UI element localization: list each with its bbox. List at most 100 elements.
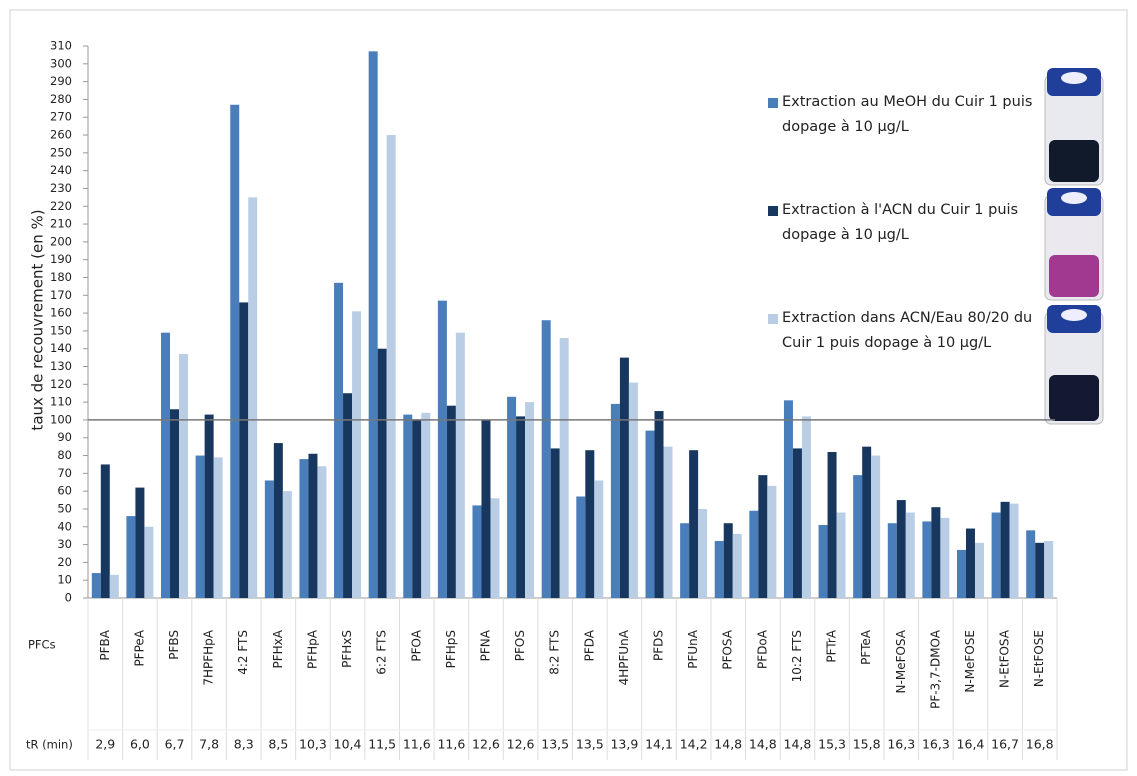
- y-tick-label: 190: [50, 252, 72, 266]
- bar: [213, 457, 223, 598]
- bar: [377, 348, 387, 598]
- retention-time: 11,6: [437, 737, 465, 752]
- x-tick-label: N-EtFOSE: [1032, 630, 1046, 687]
- x-tick-label: 4:2 FTS: [236, 630, 250, 675]
- bar: [689, 450, 699, 598]
- bar: [299, 459, 309, 598]
- bar: [109, 574, 119, 598]
- bar: [525, 402, 535, 598]
- bar: [732, 533, 742, 598]
- bar: [282, 491, 292, 598]
- bar: [343, 393, 353, 598]
- bar: [352, 311, 362, 598]
- retention-time: 12,6: [472, 737, 500, 752]
- retention-time: 8,3: [234, 737, 254, 752]
- retention-time: 6,7: [165, 737, 185, 752]
- x-tick-label: 10:2 FTS: [790, 630, 804, 682]
- y-tick-label: 0: [65, 591, 72, 605]
- vial: [1044, 305, 1104, 425]
- y-tick-label: 160: [50, 306, 72, 320]
- retention-time: 16,3: [887, 737, 915, 752]
- x-tick-label: PFHpS: [444, 630, 458, 668]
- bar: [403, 414, 413, 598]
- bar: [723, 523, 733, 598]
- legend-swatch: [768, 98, 778, 108]
- y-tick-label: 210: [50, 217, 72, 231]
- y-tick-label: 100: [50, 412, 72, 426]
- bar: [887, 523, 897, 598]
- legend-label: Extraction dans ACN/Eau 80/20 du Cuir 1 …: [782, 310, 1033, 351]
- retention-time: 16,3: [922, 737, 950, 752]
- bar: [1035, 542, 1045, 598]
- x-tick-label: PFBA: [98, 629, 112, 660]
- bar: [144, 526, 154, 598]
- x-tick-label: PFTeA: [859, 629, 873, 665]
- x-tick-label: PFUnA: [686, 629, 700, 669]
- bar: [507, 396, 517, 598]
- y-tick-label: 200: [50, 234, 72, 248]
- bar: [896, 500, 906, 598]
- retention-time: 13,9: [610, 737, 638, 752]
- bar: [541, 320, 551, 598]
- x-tick-label: PF-3,7-DMOA: [928, 629, 942, 709]
- x-tick-label: PFDoA: [755, 629, 769, 669]
- y-tick-label: 170: [50, 288, 72, 302]
- bar: [161, 332, 171, 598]
- y-tick-label: 120: [50, 377, 72, 391]
- table-row-label: PFCs: [28, 638, 56, 652]
- bar: [827, 451, 837, 598]
- retention-time: 15,8: [853, 737, 881, 752]
- bar: [204, 414, 214, 598]
- bar: [195, 455, 205, 598]
- x-tick-label: N-EtFOSA: [998, 629, 1012, 688]
- bar: [334, 282, 344, 598]
- y-tick-label: 230: [50, 181, 72, 195]
- y-tick-label: 40: [57, 519, 72, 533]
- x-tick-label: N-MeFOSE: [963, 630, 977, 693]
- bar: [836, 512, 846, 598]
- x-tick-label: PFDA: [582, 629, 596, 661]
- x-tick-label: PFOSA: [721, 629, 735, 669]
- x-tick-label: PFTrA: [825, 629, 839, 662]
- bar: [758, 475, 768, 598]
- x-tick-label: N-MeFOSA: [894, 629, 908, 693]
- bar: [1026, 530, 1036, 598]
- y-tick-label: 220: [50, 199, 72, 213]
- y-tick-label: 290: [50, 74, 72, 88]
- bar: [248, 197, 258, 598]
- y-tick-label: 70: [57, 466, 72, 480]
- table-row-label: tR (min): [26, 738, 73, 752]
- retention-time: 2,9: [95, 737, 115, 752]
- x-tick-label: PFPeA: [132, 629, 146, 666]
- bar: [922, 521, 932, 598]
- x-tick-label: PFBS: [167, 630, 181, 660]
- x-tick-label: PFHpA: [305, 629, 319, 669]
- x-tick-label: 4HPFUnA: [617, 629, 631, 685]
- retention-time: 6,0: [130, 737, 150, 752]
- y-tick-label: 250: [50, 145, 72, 159]
- bar: [749, 510, 759, 598]
- legend-label: Extraction à l'ACN du Cuir 1 puis dopage…: [782, 202, 1019, 243]
- bar: [412, 419, 422, 598]
- frame: [9, 9, 1128, 771]
- bar: [594, 480, 604, 598]
- y-tick-label: 240: [50, 163, 72, 177]
- bar: [126, 516, 136, 598]
- bar: [455, 332, 465, 598]
- bar: [368, 51, 378, 599]
- retention-time: 11,6: [403, 737, 431, 752]
- retention-time: 14,8: [714, 737, 742, 752]
- bar: [619, 357, 629, 598]
- bar: [965, 528, 975, 598]
- y-tick-label: 130: [50, 359, 72, 373]
- retention-time: 15,3: [818, 737, 846, 752]
- retention-time: 14,2: [680, 737, 708, 752]
- x-tick-label: PFHxA: [271, 629, 285, 668]
- x-tick-label: 8:2 FTS: [548, 630, 562, 675]
- bar: [905, 512, 915, 598]
- bar: [853, 475, 863, 598]
- retention-time: 14,8: [749, 737, 777, 752]
- bar: [783, 400, 793, 598]
- bar: [585, 450, 595, 598]
- y-tick-label: 310: [50, 39, 72, 53]
